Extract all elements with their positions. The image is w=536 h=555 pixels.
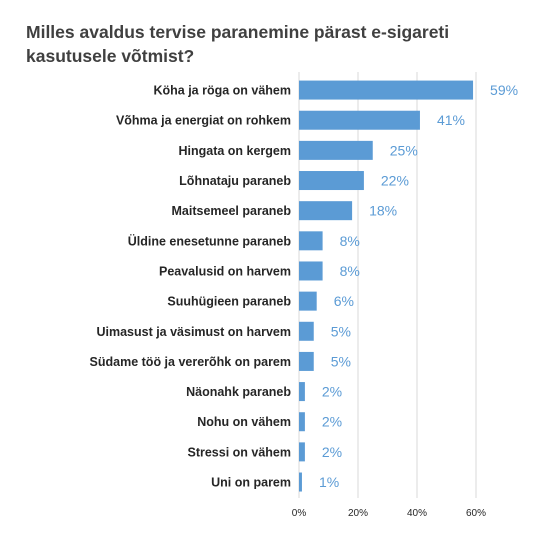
category-label: Näonahk paraneb <box>186 385 291 399</box>
data-label: 2% <box>322 444 342 460</box>
category-labels: Köha ja röga on vähem Võhma ja energiat o… <box>90 84 292 490</box>
bar <box>299 351 314 371</box>
category-label: Uimasust ja väsimust on harvem <box>96 325 291 339</box>
category-label: Südame töö ja vererõhk on parem <box>90 355 291 369</box>
x-tick-label: 40% <box>407 508 427 519</box>
bar <box>299 231 323 251</box>
data-label: 18% <box>369 203 397 219</box>
data-label: 5% <box>331 353 351 369</box>
category-label: Hingata on kergem <box>178 144 291 158</box>
category-label: Lõhnataju paraneb <box>179 174 291 188</box>
gridlines <box>298 72 477 498</box>
data-label: 22% <box>381 173 409 189</box>
data-label: 8% <box>340 263 360 279</box>
bars <box>299 80 474 492</box>
category-label: Üldine enesetunne paraneb <box>128 233 292 248</box>
bar <box>299 110 420 130</box>
category-label: Maitsemeel paraneb <box>172 204 292 218</box>
bar <box>299 201 353 221</box>
data-label: 41% <box>437 112 465 128</box>
data-label: 8% <box>340 233 360 249</box>
category-label: Stressi on vähem <box>187 445 291 459</box>
category-label: Uni on parem <box>211 476 291 490</box>
data-label: 2% <box>322 384 342 400</box>
data-label: 25% <box>390 142 418 158</box>
bar <box>299 412 305 432</box>
data-label: 2% <box>322 414 342 430</box>
x-axis-ticks: 0% 20% 40% 60% <box>292 508 486 519</box>
bar <box>299 472 302 492</box>
x-tick-label: 60% <box>466 508 486 519</box>
data-label: 1% <box>319 474 339 490</box>
bar <box>299 382 305 402</box>
chart-title: Milles avaldus tervise paranemine pärast… <box>26 22 450 66</box>
bar <box>299 261 323 281</box>
bar <box>299 140 373 160</box>
bar <box>299 442 305 462</box>
category-label: Nohu on vähem <box>197 415 291 429</box>
x-tick-label: 20% <box>348 508 368 519</box>
bar <box>299 80 474 100</box>
value-labels: 59% 41% 25% 22% 18% 8% 8% 6% 5% 5% 2% 2% 2% 1% <box>319 82 518 490</box>
category-label: Peavalusid on harvem <box>159 264 291 278</box>
data-label: 5% <box>331 323 351 339</box>
bar <box>299 171 364 191</box>
category-label: Köha ja röga on vähem <box>153 84 291 98</box>
category-label: Võhma ja energiat on rohkem <box>116 114 291 128</box>
data-label: 59% <box>490 82 518 98</box>
x-tick-label: 0% <box>292 508 307 519</box>
bar <box>299 321 314 341</box>
category-label: Suuhügieen paraneb <box>167 295 291 309</box>
data-label: 6% <box>334 293 354 309</box>
bar <box>299 291 317 311</box>
